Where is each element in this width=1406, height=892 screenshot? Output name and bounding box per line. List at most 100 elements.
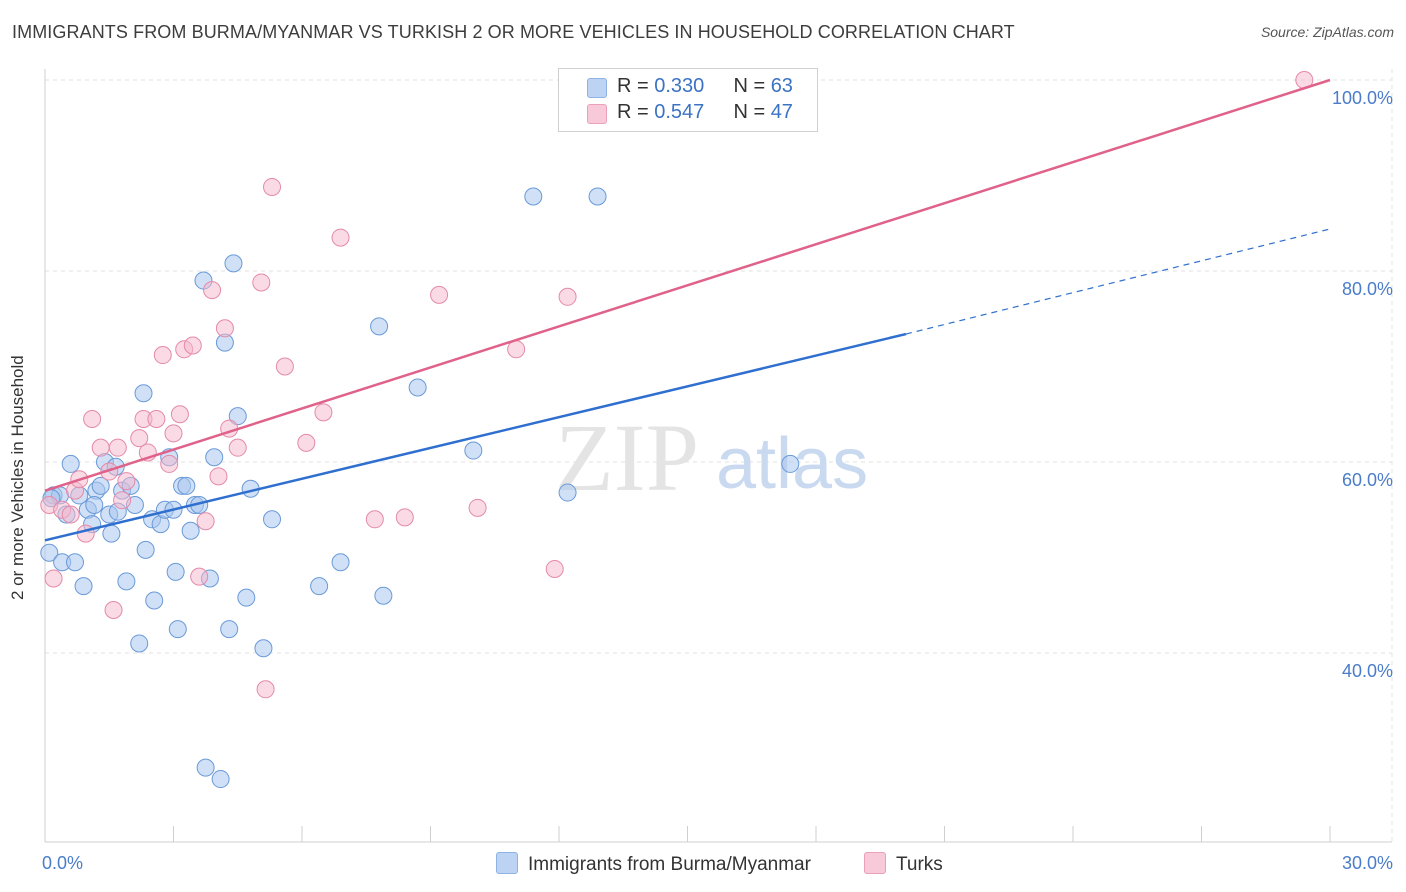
data-point-turks <box>91 438 110 457</box>
trend-line-turks <box>44 78 1331 492</box>
data-point-turks <box>170 405 189 424</box>
legend-item-burma[interactable]: Immigrants from Burma/Myanmar <box>496 852 811 876</box>
data-point-burma <box>237 588 256 607</box>
y-tick-label: 100.0% <box>1332 88 1393 108</box>
x-tick-label: 30.0% <box>1342 853 1393 873</box>
legend-swatch-blue <box>496 852 518 874</box>
data-point-turks <box>365 510 384 529</box>
legend-r-label: R = <box>617 75 655 97</box>
data-point-burma <box>588 187 607 206</box>
data-point-burma <box>91 476 110 495</box>
data-point-turks <box>44 569 63 588</box>
data-point-turks <box>275 357 294 376</box>
data-point-turks <box>209 467 228 486</box>
data-point-burma <box>61 454 80 473</box>
data-point-burma <box>130 634 149 653</box>
data-point-turks <box>153 346 172 365</box>
data-point-turks <box>297 433 316 452</box>
data-point-burma <box>211 770 230 789</box>
data-point-turks <box>256 680 275 699</box>
data-point-burma <box>224 254 243 273</box>
series-burma-points <box>40 187 800 789</box>
x-tick-label: 0.0% <box>42 853 83 873</box>
data-point-burma <box>117 572 136 591</box>
data-point-turks <box>395 508 414 527</box>
data-point-turks <box>164 424 183 443</box>
data-point-turks <box>331 228 350 247</box>
data-point-burma <box>196 758 215 777</box>
data-point-burma <box>145 591 164 610</box>
data-point-burma <box>168 620 187 639</box>
data-point-burma <box>102 524 121 543</box>
data-point-turks <box>183 336 202 355</box>
data-point-turks <box>117 472 136 491</box>
data-point-burma <box>408 378 427 397</box>
data-point-turks <box>104 601 123 620</box>
legend-n-value: 63 <box>770 75 793 97</box>
legend-r-value: 0.330 <box>654 75 705 97</box>
data-point-turks <box>196 512 215 531</box>
data-point-burma <box>85 495 104 514</box>
legend-r-label: R = <box>617 101 655 123</box>
legend-label-burma: Immigrants from Burma/Myanmar <box>528 854 811 875</box>
data-point-burma <box>263 510 282 529</box>
trend-line-burma-extension <box>905 228 1331 335</box>
gridlines <box>45 69 1393 842</box>
y-tick-label: 40.0% <box>1342 661 1393 681</box>
tick-labels: 40.0% 60.0% 80.0% 100.0% 0.0% 30.0% <box>42 88 1393 873</box>
legend-n-label: N = <box>733 75 771 97</box>
data-point-burma <box>374 586 393 605</box>
data-point-burma <box>558 483 577 502</box>
data-point-turks <box>108 438 127 457</box>
legend-swatch-pink <box>587 104 607 124</box>
data-point-burma <box>40 543 59 562</box>
data-point-turks <box>314 403 333 422</box>
legend-n-value: 47 <box>770 101 793 123</box>
legend-row-burma: R = 0.330 N = 63 <box>617 75 793 98</box>
data-point-burma <box>166 562 185 581</box>
data-point-burma <box>524 187 543 206</box>
data-point-turks <box>263 177 282 196</box>
data-point-burma <box>228 407 247 426</box>
axes <box>44 69 1392 843</box>
legend-n-label: N = <box>733 101 771 123</box>
data-point-turks <box>61 505 80 524</box>
data-point-turks <box>252 273 271 292</box>
data-point-burma <box>310 577 329 596</box>
y-axis-label: 2 or more Vehicles in Household <box>8 355 27 600</box>
data-point-turks <box>130 429 149 448</box>
data-point-turks <box>160 454 179 473</box>
data-point-burma <box>65 553 84 572</box>
data-point-turks <box>113 491 132 510</box>
legend-item-turks[interactable]: Turks <box>864 852 943 876</box>
legend-swatch-pink <box>864 852 886 874</box>
trend-lines <box>44 78 1331 542</box>
source-credit: Source: ZipAtlas.com <box>1260 24 1394 40</box>
correlation-legend: R = 0.330 N = 63 R = 0.547 N = 47 <box>558 68 818 132</box>
data-point-burma <box>220 620 239 639</box>
data-point-burma <box>74 577 93 596</box>
data-point-burma <box>254 639 273 658</box>
data-point-turks <box>190 567 209 586</box>
data-point-burma <box>781 454 800 473</box>
series-turks-points <box>40 71 1314 699</box>
data-point-burma <box>177 476 196 495</box>
data-point-turks <box>147 410 166 429</box>
data-point-turks <box>558 287 577 306</box>
data-point-burma <box>331 553 350 572</box>
data-point-turks <box>228 438 247 457</box>
legend-label-turks: Turks <box>896 854 943 875</box>
chart-title: IMMIGRANTS FROM BURMA/MYANMAR VS TURKISH… <box>12 22 1015 42</box>
data-point-turks <box>76 524 95 543</box>
data-point-burma <box>134 384 153 403</box>
legend-r-value: 0.547 <box>654 101 705 123</box>
watermark-zip: ZIP <box>555 404 699 511</box>
data-point-turks <box>203 281 222 300</box>
y-tick-label: 80.0% <box>1342 279 1393 299</box>
data-point-turks <box>83 410 102 429</box>
legend-swatch-blue <box>587 78 607 98</box>
y-tick-label: 60.0% <box>1342 470 1393 490</box>
data-point-turks <box>215 319 234 338</box>
legend-row-turks: R = 0.547 N = 47 <box>617 101 793 124</box>
